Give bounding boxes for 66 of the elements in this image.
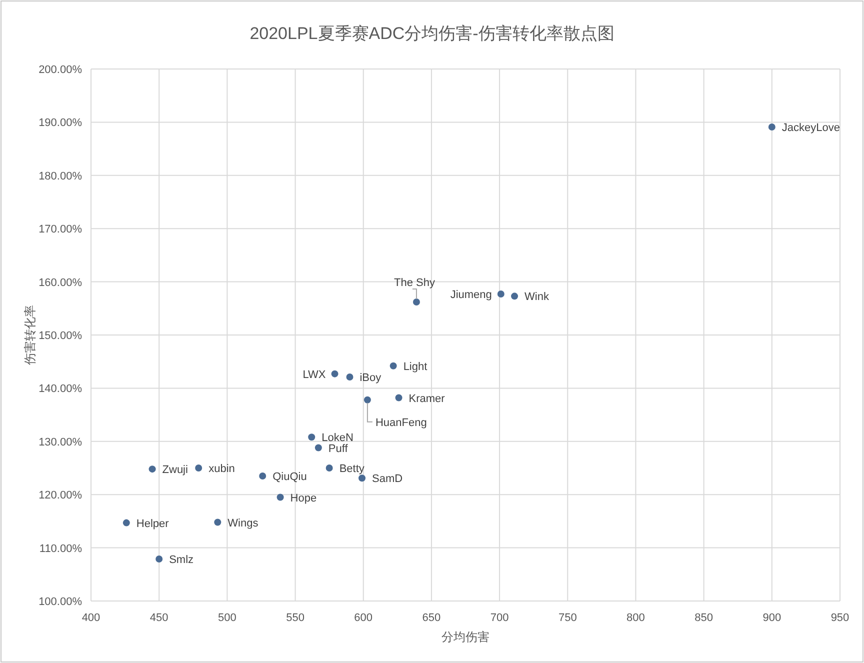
annotation: Light [403, 360, 428, 373]
x-tick-label: 700 [490, 612, 509, 624]
y-tick-label: 150.00% [38, 330, 82, 342]
point [326, 464, 333, 472]
x-tick-label: 850 [694, 612, 713, 624]
annotation: SamD [372, 473, 403, 486]
point [395, 394, 402, 402]
annotation: Wink [524, 291, 550, 304]
y-tick-label: 110.00% [39, 542, 82, 555]
point [358, 474, 366, 482]
point [346, 374, 354, 381]
x-tick-label: 400 [82, 612, 100, 624]
annotation: Helper [136, 518, 170, 530]
point [364, 396, 371, 404]
point [511, 292, 518, 300]
x-tick-label: 650 [422, 612, 441, 624]
point [276, 494, 284, 501]
annotation: HuanFeng [375, 416, 427, 429]
annotation: Jiumeng [450, 289, 492, 302]
point [156, 555, 163, 562]
annotation: Zwuji [162, 464, 188, 476]
y-tick-label: 170.00% [38, 224, 82, 236]
annotation: The Shy [394, 277, 436, 290]
x-tick-label: 950 [830, 612, 850, 624]
x-axis-title: 分均伤害 [442, 630, 490, 644]
point [768, 123, 776, 130]
annotation: LokeN [322, 432, 354, 444]
y-tick-label: 140.00% [38, 383, 82, 396]
point [148, 466, 156, 473]
annotation: Puff [328, 442, 349, 455]
x-tick-label: 450 [150, 612, 168, 624]
point [497, 290, 504, 298]
annotation: iBoy [360, 372, 382, 384]
point [331, 370, 338, 378]
y-tick-label: 160.00% [38, 276, 82, 289]
x-tick-label: 550 [286, 612, 304, 624]
point [412, 298, 420, 306]
y-tick-label: 120.00% [38, 490, 82, 502]
annotation: xubin [208, 463, 235, 475]
x-tick-label: 800 [626, 612, 645, 624]
annotation: Smlz [169, 554, 194, 566]
annotation: LWX [302, 368, 326, 381]
annotation: JackeyLove [782, 122, 840, 134]
x-tick-label: 600 [354, 612, 373, 624]
y-tick-label: 180.00% [38, 170, 82, 182]
y-tick-label: 200.00% [38, 64, 82, 76]
point [122, 519, 130, 526]
chart-title: 2020LPL夏季赛ADC分均伤害-伤害转化率散点图 [250, 24, 614, 43]
point [390, 362, 397, 370]
annotation: Hope [290, 492, 317, 504]
y-tick-label: 130.00% [38, 436, 82, 448]
point [214, 518, 222, 526]
y-axis-title: 伤害转化率 [23, 305, 37, 365]
y-tick-label: 190.00% [38, 117, 82, 130]
annotation: Kramer [408, 392, 446, 405]
x-tick-label: 500 [218, 612, 236, 624]
point [259, 472, 266, 480]
x-tick-label: 750 [558, 612, 577, 624]
annotation: Wings [228, 517, 259, 530]
annotation: QiuQiu [272, 470, 307, 483]
y-tick-label: 100.00% [38, 596, 82, 608]
point [314, 444, 322, 452]
x-tick-label: 900 [762, 612, 782, 624]
point [308, 434, 316, 441]
point [195, 464, 202, 472]
annotation: Betty [339, 463, 365, 475]
